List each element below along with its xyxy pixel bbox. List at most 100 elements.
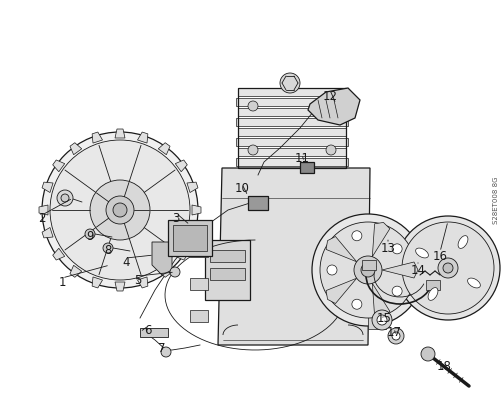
Circle shape [170, 267, 180, 277]
Circle shape [352, 231, 362, 241]
Ellipse shape [468, 278, 480, 288]
Bar [236, 98, 348, 106]
Bar [205, 240, 250, 300]
Text: 16: 16 [432, 250, 448, 263]
Polygon shape [42, 228, 53, 238]
Polygon shape [53, 160, 65, 172]
Text: 12: 12 [323, 90, 338, 103]
Bar [173, 225, 207, 251]
Circle shape [248, 145, 258, 155]
Text: 6: 6 [144, 324, 152, 336]
Circle shape [90, 180, 150, 240]
Circle shape [388, 328, 404, 344]
Bar [368, 315, 386, 329]
Circle shape [392, 332, 400, 340]
Bar [248, 196, 268, 210]
Polygon shape [326, 236, 357, 262]
Bar [238, 128, 346, 136]
Polygon shape [326, 278, 357, 304]
Text: 14: 14 [410, 263, 425, 277]
Polygon shape [39, 205, 48, 215]
Bar [426, 280, 440, 290]
Polygon shape [53, 248, 65, 260]
Polygon shape [187, 182, 198, 193]
Polygon shape [308, 88, 360, 125]
Bar [190, 278, 208, 290]
Polygon shape [70, 143, 82, 155]
Polygon shape [372, 222, 390, 257]
Polygon shape [138, 132, 148, 143]
Circle shape [312, 214, 424, 326]
Polygon shape [152, 242, 172, 275]
Circle shape [85, 229, 95, 239]
Circle shape [327, 265, 337, 275]
Circle shape [326, 145, 336, 155]
Circle shape [392, 286, 402, 296]
Bar [210, 268, 245, 280]
Polygon shape [175, 160, 187, 172]
Bar [236, 158, 348, 166]
Bar [238, 148, 346, 156]
Polygon shape [382, 262, 418, 278]
Circle shape [280, 73, 300, 93]
Circle shape [402, 222, 494, 314]
Text: 17: 17 [387, 326, 402, 339]
Circle shape [57, 190, 73, 206]
Bar [190, 310, 208, 322]
Polygon shape [115, 129, 125, 138]
Bar [368, 280, 386, 294]
Text: 5: 5 [134, 273, 142, 287]
Circle shape [50, 140, 190, 280]
Circle shape [354, 256, 382, 284]
Text: 1: 1 [58, 275, 66, 289]
Circle shape [396, 216, 500, 320]
Polygon shape [175, 248, 187, 260]
Polygon shape [70, 265, 82, 277]
Bar [140, 328, 168, 337]
Circle shape [438, 258, 458, 278]
Bar [238, 88, 346, 168]
Polygon shape [92, 132, 102, 143]
Text: 2: 2 [38, 211, 46, 224]
Ellipse shape [428, 288, 438, 300]
Text: S28ET008 8G: S28ET008 8G [493, 176, 499, 224]
Bar [238, 88, 346, 96]
Bar [210, 250, 245, 262]
Circle shape [326, 101, 336, 111]
Bar [236, 138, 348, 146]
Circle shape [443, 263, 453, 273]
Circle shape [361, 263, 375, 277]
Polygon shape [138, 277, 148, 288]
Text: 8: 8 [104, 244, 112, 256]
Ellipse shape [458, 236, 468, 248]
Bar [368, 240, 386, 254]
Text: 3: 3 [172, 211, 180, 224]
Text: 18: 18 [436, 359, 452, 373]
Circle shape [320, 222, 416, 318]
Circle shape [61, 194, 69, 202]
Text: 15: 15 [376, 312, 392, 324]
Polygon shape [158, 265, 170, 277]
Circle shape [372, 310, 392, 330]
Polygon shape [218, 168, 370, 345]
Text: 4: 4 [122, 256, 130, 269]
Text: 10: 10 [234, 181, 249, 195]
Bar [362, 260, 376, 270]
Circle shape [377, 315, 387, 325]
Bar [236, 118, 348, 126]
Polygon shape [42, 182, 53, 193]
Bar [168, 220, 212, 256]
Circle shape [103, 243, 113, 253]
Polygon shape [158, 143, 170, 155]
Circle shape [113, 203, 127, 217]
Ellipse shape [416, 248, 428, 258]
Text: 7: 7 [158, 341, 166, 355]
Circle shape [42, 132, 198, 288]
Circle shape [106, 196, 134, 224]
Circle shape [352, 299, 362, 309]
Polygon shape [192, 205, 201, 215]
Bar [190, 245, 208, 257]
Polygon shape [92, 277, 102, 288]
Circle shape [248, 101, 258, 111]
Circle shape [421, 347, 435, 361]
